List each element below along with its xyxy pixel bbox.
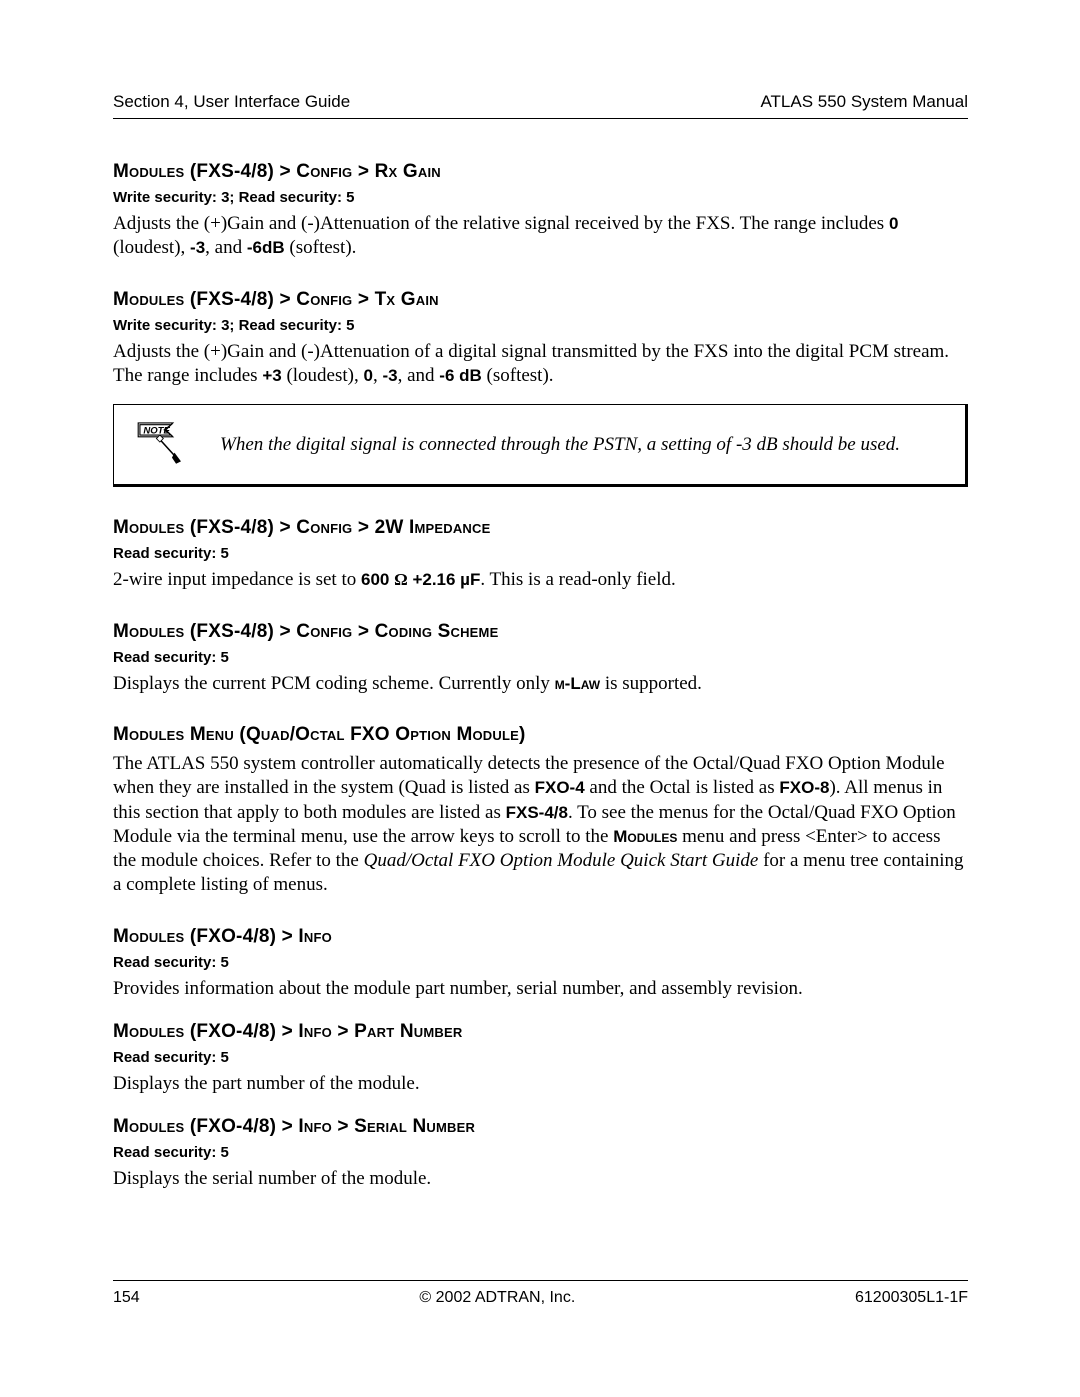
section-tx-gain: Modules (FXS-4/8) > Config > Tx Gain Wri… — [113, 289, 968, 389]
security-serial-number: Read security: 5 — [113, 1144, 968, 1161]
header-right: ATLAS 550 System Manual — [760, 92, 968, 112]
body-part-number: Displays the part number of the module. — [113, 1072, 968, 1096]
heading-serial-number: Modules (FXO-4/8) > Info > Serial Number — [113, 1116, 968, 1138]
body-tx-gain: Adjusts the (+)Gain and (-)Attenuation o… — [113, 340, 968, 389]
note-icon: NOTE — [128, 419, 190, 470]
body-rx-gain: Adjusts the (+)Gain and (-)Attenuation o… — [113, 212, 968, 261]
security-fxo-info: Read security: 5 — [113, 954, 968, 971]
body-fxo-menu: The ATLAS 550 system controller automati… — [113, 752, 968, 898]
svg-text:NOTE: NOTE — [143, 426, 170, 437]
heading-impedance: Modules (FXS-4/8) > Config > 2W Impedanc… — [113, 517, 968, 539]
body-coding: Displays the current PCM coding scheme. … — [113, 672, 968, 696]
heading-fxo-info: Modules (FXO-4/8) > Info — [113, 926, 968, 948]
note-box: NOTE When the digital signal is connecte… — [113, 404, 968, 487]
security-rx-gain: Write security: 3; Read security: 5 — [113, 189, 968, 206]
body-impedance: 2-wire input impedance is set to 600 Ω +… — [113, 568, 968, 592]
section-coding: Modules (FXS-4/8) > Config > Coding Sche… — [113, 621, 968, 696]
security-coding: Read security: 5 — [113, 649, 968, 666]
heading-coding: Modules (FXS-4/8) > Config > Coding Sche… — [113, 621, 968, 643]
section-rx-gain: Modules (FXS-4/8) > Config > Rx Gain Wri… — [113, 161, 968, 261]
section-fxo-info: Modules (FXO-4/8) > Info Read security: … — [113, 926, 968, 1001]
security-tx-gain: Write security: 3; Read security: 5 — [113, 317, 968, 334]
page-content: Section 4, User Interface Guide ATLAS 55… — [113, 92, 968, 1220]
section-serial-number: Modules (FXO-4/8) > Info > Serial Number… — [113, 1116, 968, 1191]
section-part-number: Modules (FXO-4/8) > Info > Part Number R… — [113, 1021, 968, 1096]
section-fxo-menu: Modules Menu (Quad/Octal FXO Option Modu… — [113, 724, 968, 898]
section-impedance: Modules (FXS-4/8) > Config > 2W Impedanc… — [113, 517, 968, 592]
body-fxo-info: Provides information about the module pa… — [113, 977, 968, 1001]
heading-rx-gain: Modules (FXS-4/8) > Config > Rx Gain — [113, 161, 968, 183]
footer-docid: 61200305L1-1F — [855, 1289, 968, 1307]
heading-fxo-menu: Modules Menu (Quad/Octal FXO Option Modu… — [113, 724, 968, 746]
running-header: Section 4, User Interface Guide ATLAS 55… — [113, 92, 968, 119]
heading-tx-gain: Modules (FXS-4/8) > Config > Tx Gain — [113, 289, 968, 311]
footer-page-number: 154 — [113, 1289, 140, 1307]
security-impedance: Read security: 5 — [113, 545, 968, 562]
body-serial-number: Displays the serial number of the module… — [113, 1167, 968, 1191]
footer-copyright: © 2002 ADTRAN, Inc. — [419, 1289, 575, 1307]
page-footer: 154 © 2002 ADTRAN, Inc. 61200305L1-1F — [113, 1280, 968, 1307]
header-left: Section 4, User Interface Guide — [113, 92, 350, 112]
security-part-number: Read security: 5 — [113, 1049, 968, 1066]
note-text: When the digital signal is connected thr… — [220, 433, 900, 457]
heading-part-number: Modules (FXO-4/8) > Info > Part Number — [113, 1021, 968, 1043]
